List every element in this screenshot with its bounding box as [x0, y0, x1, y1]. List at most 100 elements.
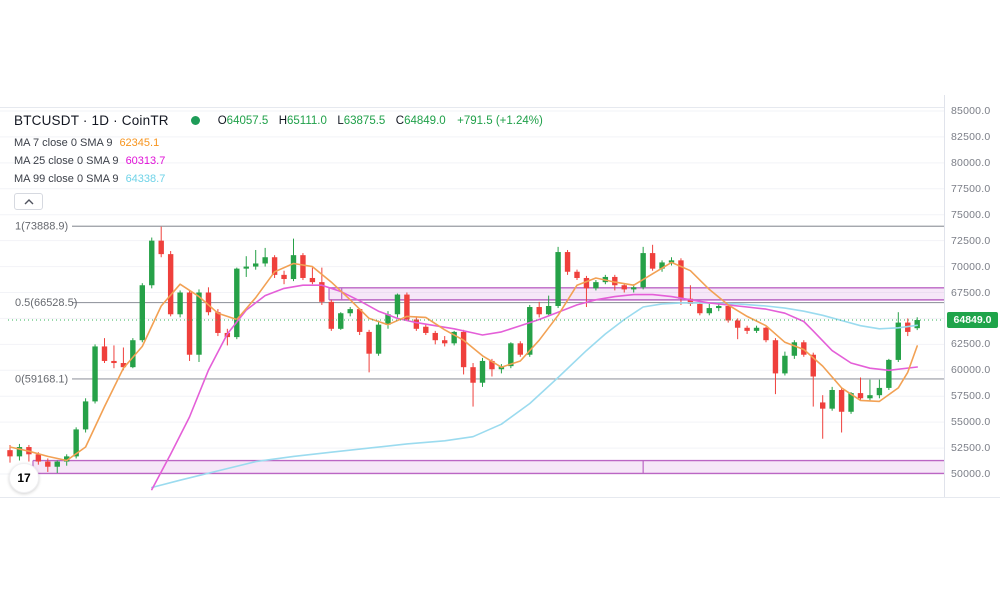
price-axis[interactable]: 85000.0 82500.0 80000.0 77500.0 75000.0 72500…: [944, 95, 1000, 497]
tradingview-logo[interactable]: 17: [9, 463, 39, 493]
tradingview-logo-glyph: 17: [17, 471, 31, 485]
axis-tick-label: 52500.0: [951, 442, 991, 455]
symbol-title: BTCUSDT · 1D · CoinTR: [14, 112, 169, 128]
candle: [801, 342, 807, 355]
candle: [564, 252, 571, 272]
candle: [404, 294, 410, 320]
candle: [753, 327, 760, 331]
candle: [423, 326, 429, 333]
chart-pane[interactable]: 1(73888.9) 0.5(66528.5) 0(59168.1): [0, 95, 944, 497]
candle: [810, 354, 816, 377]
axis-tick-label: 60000.0: [951, 364, 991, 377]
fib-level-label: 1(73888.9): [15, 221, 68, 233]
candle: [101, 346, 108, 361]
legend-collapse-button[interactable]: [14, 193, 43, 210]
candle: [64, 456, 70, 462]
axis-tick-label: 55000.0: [951, 416, 991, 429]
ohlc-readout: O64057.5 H65111.0 L63875.5 C64849.0 +791…: [212, 111, 543, 129]
axis-tick-label: 50000.0: [951, 468, 991, 480]
candle: [895, 322, 901, 360]
high-label: H: [278, 115, 288, 127]
change-value: +791.5 (+1.24%): [457, 115, 543, 127]
close-value: 64849.0: [404, 115, 446, 127]
axis-tick-label: 62500.0: [951, 338, 991, 351]
candle: [54, 461, 60, 467]
candle: [290, 255, 297, 280]
candle: [583, 277, 590, 289]
candle: [442, 340, 448, 344]
axis-tick-label: 70000.0: [951, 260, 991, 273]
ma-line-ma7: [9, 261, 918, 462]
candle: [130, 340, 136, 368]
axis-tick-label: 77500.0: [951, 182, 991, 195]
indicator-ma-7[interactable]: MA 7 close 0 SMA 9 62345.1: [14, 134, 543, 151]
last-price-badge: 64849.0: [947, 311, 998, 328]
candle: [886, 359, 892, 388]
axis-tick-label: 80000.0: [951, 156, 991, 169]
candle: [631, 287, 637, 290]
chevron-up-icon: [24, 198, 33, 204]
candle: [328, 301, 334, 329]
candle: [338, 313, 344, 329]
candle: [385, 314, 391, 325]
candle: [517, 343, 523, 355]
candle: [508, 343, 514, 367]
candle: [734, 320, 741, 328]
fib-retracement-layer: 1(73888.9) 0.5(66528.5) 0(59168.1): [15, 221, 944, 385]
indicator-ma-25[interactable]: MA 25 close 0 SMA 9 60313.7: [14, 152, 543, 169]
chart-top-divider: [0, 107, 1000, 108]
candle: [16, 447, 23, 457]
candle: [612, 276, 618, 286]
close-label: C: [395, 115, 405, 127]
candlestick-plot: 1(73888.9) 0.5(66528.5) 0(59168.1): [0, 110, 944, 491]
fib-level-label: 0.5(66528.5): [15, 297, 77, 309]
indicator-value: 60313.7: [125, 154, 166, 167]
candle: [205, 292, 212, 313]
candle: [35, 454, 42, 462]
indicator-ma-99[interactable]: MA 99 close 0 SMA 9 64338.7: [14, 170, 543, 187]
candle: [782, 355, 788, 374]
candle: [574, 271, 580, 278]
ma-line-ma99: [151, 302, 918, 489]
candle: [725, 305, 731, 321]
candle: [234, 268, 240, 338]
candle: [196, 292, 202, 355]
candle: [687, 298, 694, 304]
axis-tick-label: 75000.0: [951, 208, 991, 221]
indicator-value: 64338.7: [125, 172, 166, 185]
candle: [394, 294, 401, 315]
candle: [555, 252, 561, 306]
candle: [319, 282, 325, 302]
candle: [73, 429, 79, 457]
candle: [744, 327, 750, 331]
indicator-label: MA 25 close 0 SMA 9: [14, 154, 119, 167]
candle: [347, 309, 353, 314]
candle: [460, 331, 467, 368]
candle: [470, 367, 476, 383]
axis-tick-label: 67500.0: [951, 286, 991, 299]
candle: [149, 240, 155, 286]
parallel-channel-bands: [32, 287, 944, 475]
candle: [243, 266, 249, 269]
symbol-legend[interactable]: BTCUSDT · 1D · CoinTR O64057.5 H65111.0 …: [14, 110, 543, 130]
candle: [697, 303, 703, 314]
candle: [120, 363, 127, 368]
candle: [82, 401, 89, 430]
candle: [857, 393, 864, 399]
candle: [186, 292, 193, 355]
candle: [366, 331, 372, 354]
candle: [659, 262, 665, 269]
candle: [649, 253, 656, 269]
candle: [111, 360, 117, 364]
candle: [139, 285, 145, 341]
axis-tick-label: 57500.0: [951, 390, 991, 403]
candle: [451, 331, 457, 344]
indicator-value: 62345.1: [119, 136, 160, 149]
candle: [271, 257, 278, 275]
candle: [177, 292, 183, 315]
candle: [545, 305, 552, 315]
candle: [706, 308, 712, 314]
candle: [262, 257, 268, 264]
ma-lines-layer: [9, 261, 918, 491]
chart-bottom-divider: [0, 497, 1000, 498]
